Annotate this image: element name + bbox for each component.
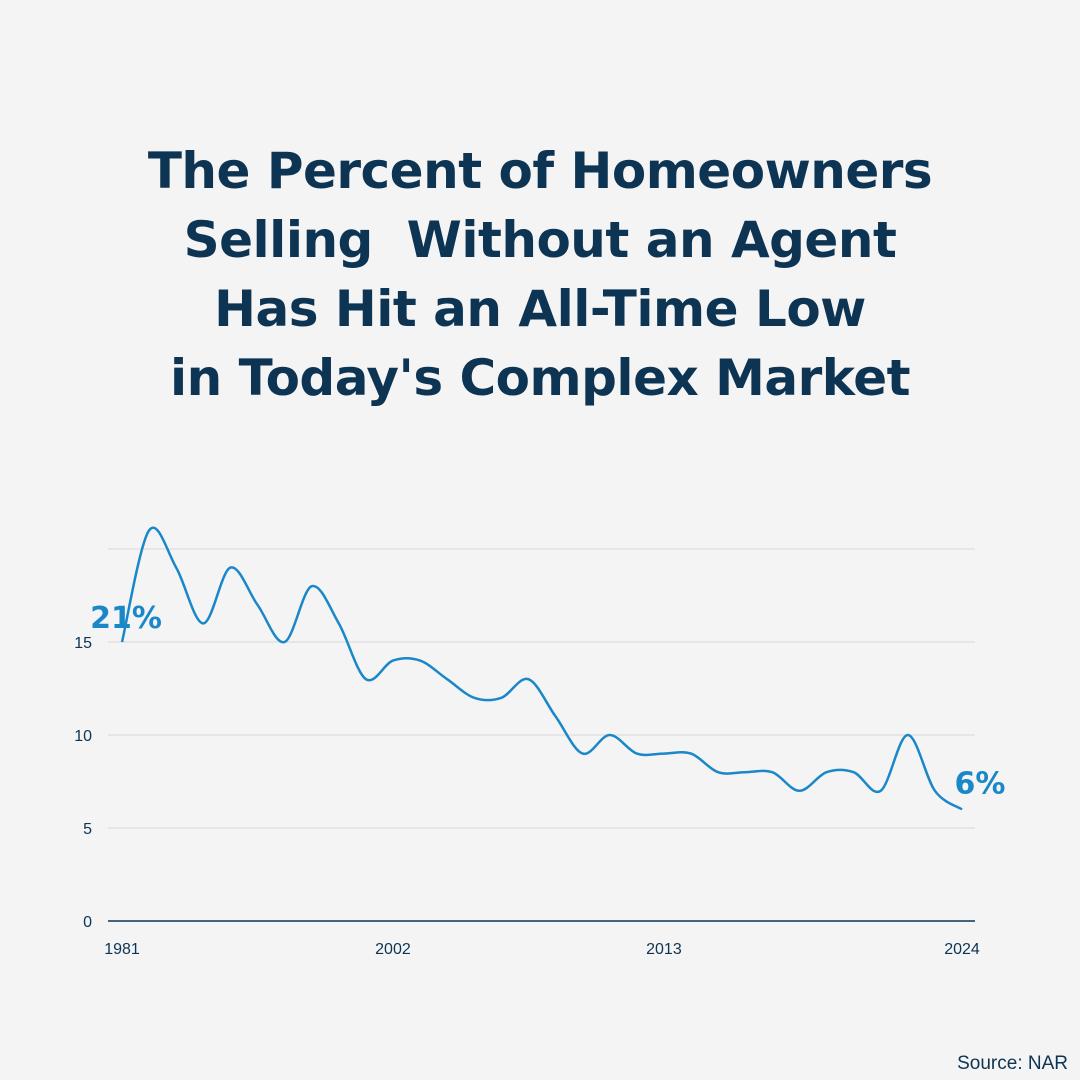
y-tick-label: 5	[83, 821, 92, 838]
chart-title: The Percent of Homeowners	[148, 142, 932, 200]
x-tick-label: 1981	[104, 941, 140, 958]
value-label: 6%	[955, 766, 1006, 801]
x-tick-label: 2002	[375, 941, 411, 958]
x-tick-label: 2024	[944, 941, 980, 958]
y-tick-label: 10	[74, 728, 92, 745]
x-tick-label: 2013	[646, 941, 682, 958]
chart-title: Has Hit an All-Time Low	[214, 280, 866, 338]
source: Source: NAR	[957, 1053, 1068, 1074]
chart-title: in Today's Complex Market	[170, 349, 910, 407]
chart-title: Selling Without an Agent	[184, 211, 897, 269]
value-label: 21%	[90, 601, 162, 636]
y-tick-label: 15	[74, 635, 92, 652]
line	[120, 526, 963, 811]
y-tick-label: 0	[83, 914, 92, 931]
